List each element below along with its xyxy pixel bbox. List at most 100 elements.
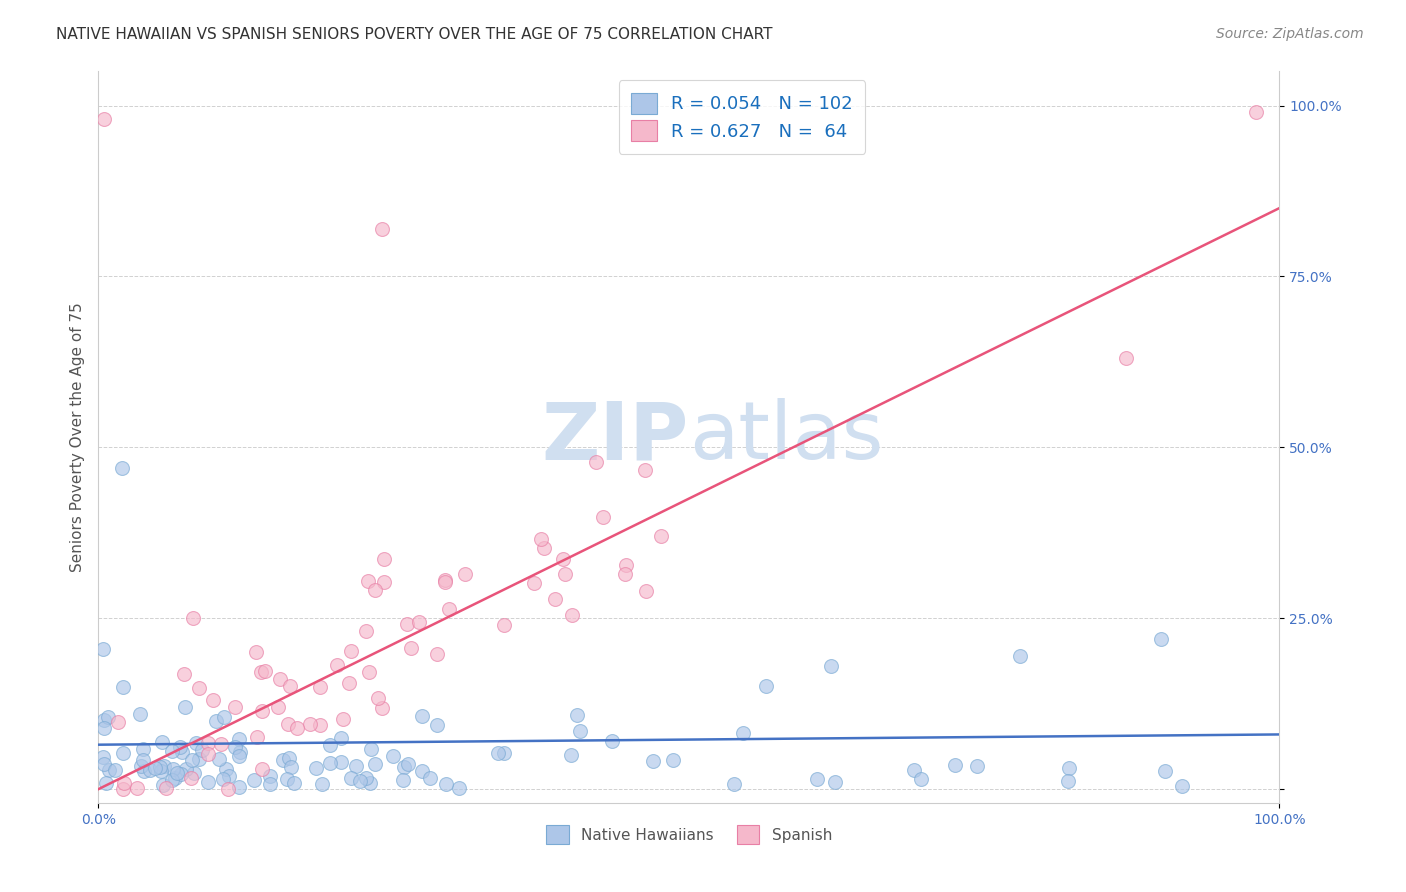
Point (337, 676, 360, 690)
Point (600, 734, 623, 748)
Point (190, 743, 212, 757)
Point (529, 532, 551, 546)
Point (408, 615, 430, 629)
Point (209, 737, 232, 751)
Point (170, 745, 193, 759)
Point (152, 778, 174, 792)
Point (454, 567, 477, 582)
Point (162, 762, 184, 776)
Point (553, 552, 575, 566)
Point (111, 782, 134, 797)
Point (309, 680, 332, 694)
Text: atlas: atlas (689, 398, 883, 476)
Point (367, 691, 389, 706)
Point (155, 781, 177, 796)
Point (246, 730, 269, 744)
Point (93, 756, 115, 771)
Point (214, 763, 236, 777)
Point (214, 710, 236, 724)
Point (533, 541, 555, 556)
Point (641, 754, 664, 768)
Point (373, 551, 395, 566)
Point (228, 748, 250, 763)
Point (1170, 779, 1192, 793)
Point (250, 665, 273, 679)
Point (271, 753, 294, 767)
Point (111, 460, 134, 475)
Point (259, 769, 281, 783)
Point (266, 700, 288, 714)
Point (522, 576, 544, 591)
Point (229, 745, 252, 759)
Text: NATIVE HAWAIIAN VS SPANISH SENIORS POVERTY OVER THE AGE OF 75 CORRELATION CHART: NATIVE HAWAIIAN VS SPANISH SENIORS POVER… (56, 27, 773, 42)
Point (339, 644, 361, 658)
Point (188, 752, 211, 766)
Point (97, 710, 120, 724)
Point (245, 645, 267, 659)
Point (433, 574, 456, 588)
Point (162, 744, 184, 758)
Point (278, 679, 301, 693)
Point (371, 221, 394, 235)
Point (401, 641, 423, 656)
Point (364, 757, 387, 772)
Point (212, 772, 235, 787)
Point (174, 699, 197, 714)
Point (250, 762, 273, 776)
Point (132, 742, 155, 756)
Point (585, 455, 607, 469)
Point (208, 752, 231, 766)
Point (426, 718, 449, 732)
Point (112, 776, 135, 790)
Point (132, 753, 155, 767)
Point (276, 772, 298, 787)
Point (569, 724, 592, 739)
Point (437, 602, 460, 616)
Point (326, 657, 349, 672)
Point (97, 763, 120, 777)
Point (330, 755, 353, 769)
Point (174, 762, 197, 776)
Point (150, 735, 173, 749)
Point (633, 463, 655, 477)
Legend: Native Hawaiians, Spanish: Native Hawaiians, Spanish (540, 819, 838, 850)
Point (197, 747, 219, 761)
Point (250, 705, 273, 719)
Point (243, 772, 266, 787)
Point (381, 749, 404, 764)
Point (560, 747, 582, 762)
Point (132, 764, 155, 779)
Point (419, 771, 441, 785)
Text: ZIP: ZIP (541, 398, 689, 476)
Point (329, 731, 352, 746)
Point (91, 750, 114, 764)
Point (128, 706, 150, 721)
Point (340, 771, 363, 785)
Point (169, 739, 191, 754)
Point (943, 758, 966, 772)
Point (152, 758, 174, 772)
Point (277, 751, 299, 765)
Point (143, 761, 166, 775)
Point (492, 618, 515, 632)
Point (357, 665, 380, 679)
Point (93, 713, 115, 727)
Y-axis label: Seniors Poverty Over the Age of 75: Seniors Poverty Over the Age of 75 (69, 302, 84, 572)
Point (285, 721, 308, 735)
Point (91, 641, 114, 656)
Point (1244, 105, 1267, 120)
Point (218, 769, 240, 783)
Point (544, 592, 567, 607)
Point (180, 771, 202, 785)
Point (755, 679, 778, 693)
Point (360, 776, 382, 790)
Point (360, 742, 382, 756)
Point (344, 759, 367, 773)
Point (149, 760, 172, 774)
Point (269, 673, 291, 687)
Point (561, 607, 583, 622)
Point (308, 717, 330, 731)
Point (94, 775, 117, 789)
Point (259, 777, 281, 791)
Point (332, 712, 354, 726)
